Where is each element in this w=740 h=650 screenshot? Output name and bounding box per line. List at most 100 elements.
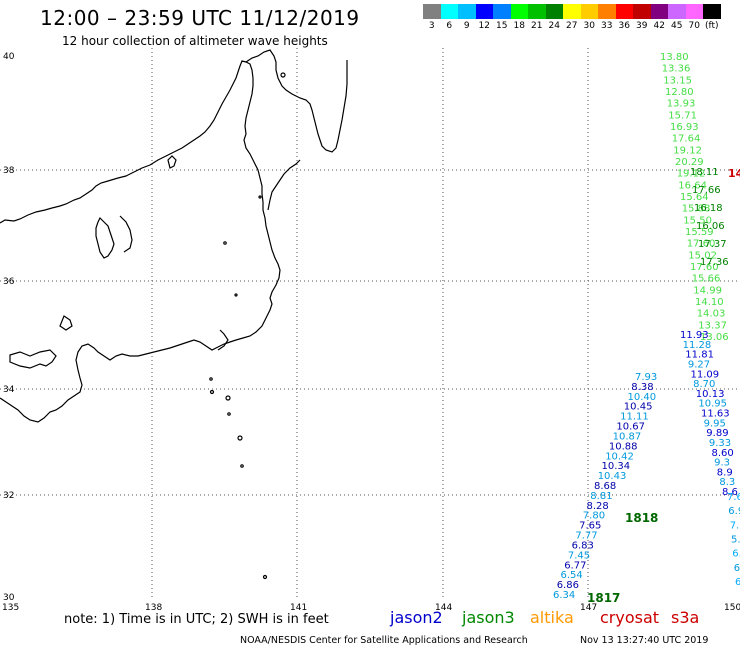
time-label: 1818 — [625, 511, 658, 525]
latitude-label: 30 — [3, 593, 15, 603]
swh-value-jason3: 14.10 — [695, 297, 724, 308]
legend-swatch — [668, 4, 686, 19]
swh-value-jason3: 15.59 — [685, 227, 714, 238]
longitude-label: 138 — [145, 603, 162, 613]
swh-value-jason2: 8.9 — [717, 467, 733, 478]
swh-value-jason2: 10.40 — [628, 392, 657, 403]
satellite-jason2-label: jason2 — [390, 608, 443, 627]
legend-label: 42 — [653, 21, 665, 31]
legend-swatch — [458, 4, 476, 19]
swh-value-jason2: 6.86 — [557, 580, 579, 591]
swh-value-jason3: 18.11 — [690, 167, 719, 178]
swh-value-jason2: 6.4 — [735, 577, 740, 588]
color-legend — [423, 4, 721, 19]
legend-label: 6 — [446, 21, 453, 31]
swh-value-jason2: 8.81 — [590, 491, 612, 502]
swh-value-jason2: 8.60 — [712, 448, 734, 459]
latitude-label: 34 — [3, 385, 15, 395]
swh-value-jason2: 11.28 — [683, 340, 712, 351]
legend-label: 3 — [428, 21, 435, 31]
legend-label: 18 — [513, 21, 525, 31]
swh-value-jason2: 5.9 — [731, 535, 740, 546]
swh-value-jason3: 13.37 — [698, 320, 727, 331]
legend-label: (ft) — [704, 21, 719, 31]
longitude-label: 141 — [290, 603, 307, 613]
swh-value-jason2: 10.88 — [609, 441, 638, 452]
grid-lines — [0, 48, 740, 600]
swh-value-jason3: 13.06 — [700, 332, 729, 343]
swh-value-jason2: 10.87 — [613, 432, 642, 443]
legend-label: 21 — [531, 21, 543, 31]
latitude-label: 38 — [3, 166, 15, 176]
legend-swatch — [685, 4, 703, 19]
swh-value-jason2: 7.45 — [568, 550, 590, 561]
legend-label: 27 — [566, 21, 578, 31]
swh-value-jason2: 8.38 — [631, 382, 653, 393]
swh-value-jason2: 7.93 — [635, 372, 657, 383]
legend-swatch — [615, 4, 633, 19]
swh-value-jason2: 9.95 — [704, 418, 726, 429]
swh-value-jason2: 7.77 — [575, 531, 597, 542]
legend-swatch — [563, 4, 581, 19]
legend-label: 30 — [583, 21, 595, 31]
swh-value-jason2: 9.3 — [714, 458, 730, 469]
swh-value-jason2: 7.80 — [583, 511, 605, 522]
legend-swatch — [510, 4, 528, 19]
longitude-label: 144 — [435, 603, 452, 613]
swh-value-jason3: 20.29 — [675, 157, 704, 168]
swh-value-jason2: 10.13 — [696, 389, 725, 400]
satellite-cryosat-label: cryosat — [600, 608, 660, 627]
swh-value-jason2: 9.89 — [706, 428, 728, 439]
latitude-label: 32 — [3, 491, 14, 501]
swh-value-jason2: 6.83 — [572, 541, 594, 552]
swh-value-jason2: 7.3 — [730, 520, 740, 531]
legend-swatch — [545, 4, 563, 19]
legend-swatch — [423, 4, 441, 19]
swh-value-jason2: 11.81 — [685, 350, 714, 361]
swh-value-jason3: 16.93 — [670, 122, 699, 133]
swh-value-jason2: 8.70 — [693, 379, 715, 390]
map-subtitle: 12 hour collection of altimeter wave hei… — [62, 34, 328, 48]
swh-value-jason3: 15.88 — [682, 204, 711, 215]
swh-value-jason3: 14.03 — [697, 309, 726, 320]
swh-value-jason2: 10.95 — [698, 399, 727, 410]
satellite-jason3-label: jason3 — [462, 608, 515, 627]
legend-label: 12 — [478, 21, 490, 31]
swh-value-jason3: 16.18 — [694, 203, 723, 214]
swh-value-jason3: 16.06 — [696, 221, 725, 232]
swh-value-jason2: 10.45 — [624, 402, 653, 413]
swh-value-jason2: 11.09 — [691, 369, 720, 380]
swh-value-jason2: 9.33 — [709, 438, 731, 449]
swh-value-jason3: 17.60 — [690, 262, 719, 273]
swh-value-jason2: 8.6 — [722, 487, 738, 498]
legend-label: 33 — [601, 21, 613, 31]
altimeter-tracks: 13.8013.3613.1512.8013.9315.7116.9317.64… — [553, 52, 740, 605]
swh-value-jason2: 6.34 — [553, 590, 575, 601]
legend-swatch — [703, 4, 721, 19]
legend-swatch — [475, 4, 493, 19]
swh-value-jason2: 10.42 — [605, 451, 634, 462]
swh-value-jason3: 13.93 — [667, 99, 696, 110]
swh-value-jason3: 17.36 — [700, 257, 729, 268]
swh-value-jason3: 16.64 — [678, 180, 707, 191]
swh-value-jason2: 6.4 — [734, 563, 740, 574]
legend-swatch — [580, 4, 598, 19]
legend-label: 70 — [688, 21, 700, 31]
satellite-s3a-label: s3a — [671, 608, 700, 627]
swh-value-jason2: 11.11 — [620, 412, 649, 423]
credit-text: NOAA/NESDIS Center for Satellite Applica… — [240, 635, 528, 646]
swh-value-jason3: 15.66 — [692, 274, 721, 285]
legend-label: 15 — [496, 21, 508, 31]
swh-value-jason2: 10.67 — [616, 422, 645, 433]
swh-value-jason3: 19.12 — [673, 145, 702, 156]
swh-value-jason3: 13.80 — [660, 52, 689, 63]
legend-swatch — [493, 4, 511, 19]
swh-value-jason3: 15.50 — [683, 215, 712, 226]
swh-value-jason3: 17.37 — [698, 239, 727, 250]
cryosat-value: 14 — [728, 167, 740, 180]
legend-label: 45 — [671, 21, 683, 31]
swh-value-jason3: 17.60 — [687, 239, 716, 250]
swh-value-jason2: 10.43 — [598, 471, 627, 482]
time-label: 1817 — [587, 591, 620, 605]
